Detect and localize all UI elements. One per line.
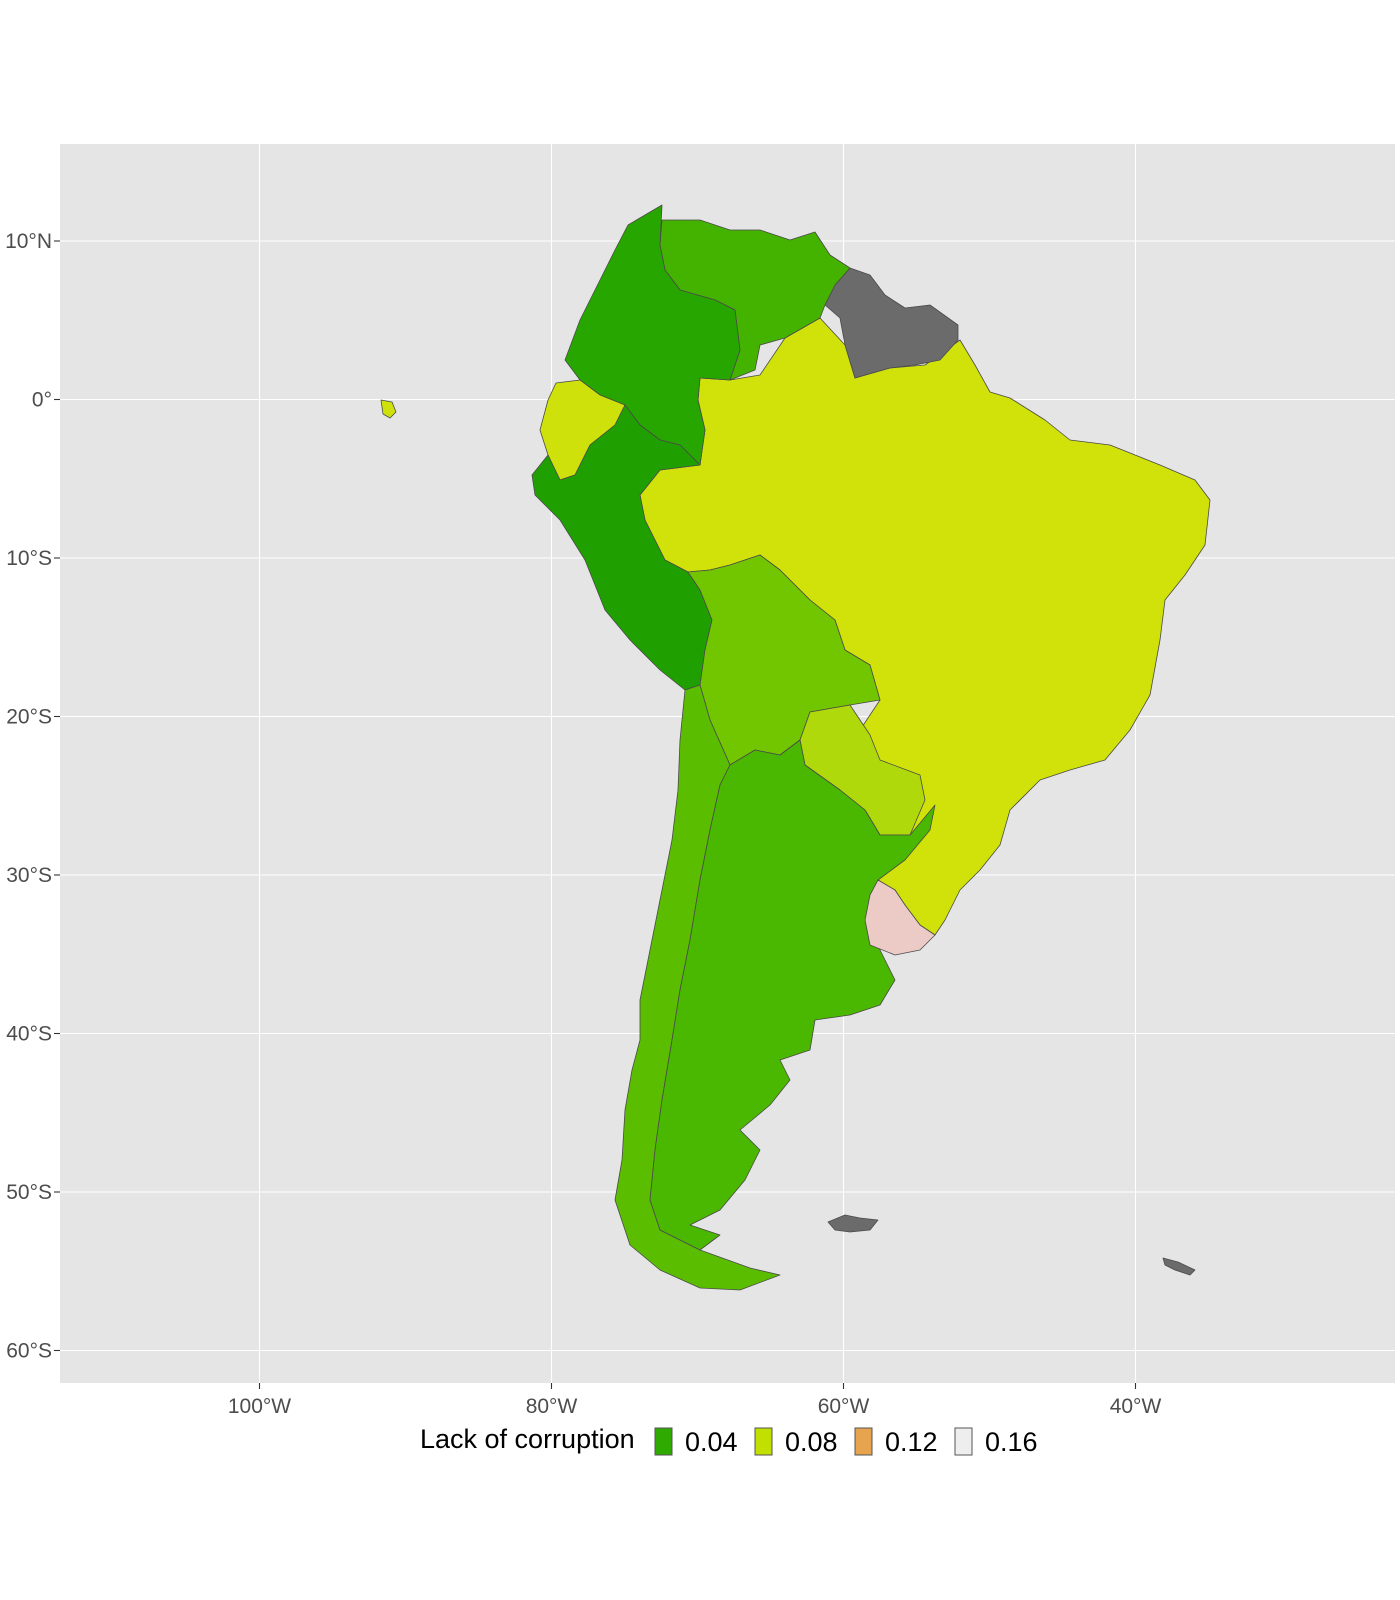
y-tick-label: 20°S [6, 706, 52, 729]
y-tick-label: 60°S [6, 1340, 52, 1363]
legend: Lack of corruption 0.04 0.08 0.12 0.16 [420, 1424, 1038, 1457]
y-tick-label: 50°S [6, 1181, 52, 1204]
x-tick-label: 80°W [526, 1395, 578, 1418]
y-tick-label: 10°S [6, 547, 52, 570]
y-tick-label: 0° [32, 389, 52, 412]
legend-title: Lack of corruption [420, 1424, 635, 1454]
y-tick-label: 40°S [6, 1023, 52, 1046]
legend-key-label: 0.16 [985, 1427, 1038, 1457]
legend-key-swatch [654, 1427, 673, 1456]
axis-ticks: 100°W 80°W 60°W 40°W 10°N 0° 10°S 20°S 30°S 40°S 5… [5, 230, 1161, 1418]
legend-key-label: 0.04 [685, 1427, 738, 1457]
x-tick-label: 60°W [818, 1395, 870, 1418]
legend-key-label: 0.12 [885, 1427, 938, 1457]
y-tick-label: 10°N [5, 230, 52, 253]
legend-key-swatch [754, 1427, 773, 1456]
falkland-islands [827, 1214, 879, 1233]
country-uruguay [864, 879, 936, 956]
legend-key-swatch [854, 1427, 873, 1456]
legend-key-swatch [954, 1427, 973, 1456]
countries [380, 204, 1211, 1291]
legend-key-label: 0.08 [785, 1427, 838, 1457]
south-georgia-island [1162, 1257, 1196, 1276]
x-tick-label: 100°W [228, 1395, 291, 1418]
country-argentina [649, 739, 936, 1251]
galapagos-islands [380, 399, 397, 419]
country-colombia [564, 204, 741, 466]
x-tick-label: 40°W [1110, 1395, 1162, 1418]
y-tick-label: 30°S [6, 864, 52, 887]
region-guianas [824, 267, 959, 379]
